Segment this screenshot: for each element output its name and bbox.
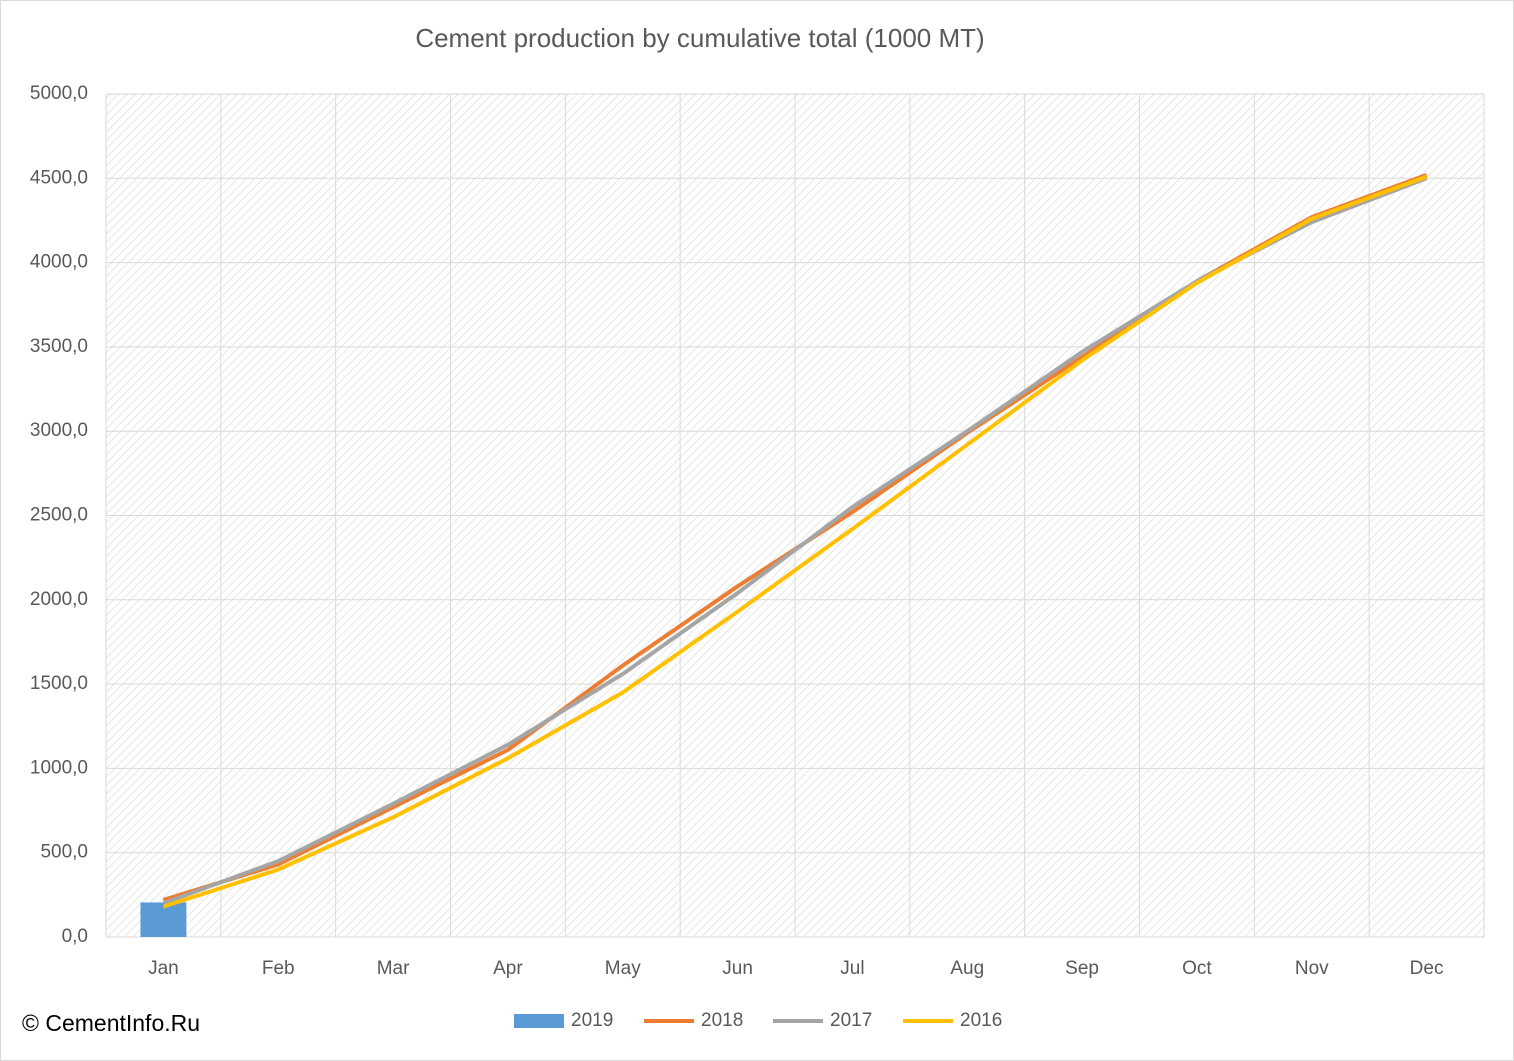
y-tick-label: 0,0 xyxy=(62,926,88,947)
y-tick-label: 2000,0 xyxy=(30,589,88,610)
x-tick-label: Sep xyxy=(1065,958,1099,979)
x-tick-label: Aug xyxy=(950,958,984,979)
y-tick-label: 500,0 xyxy=(40,842,88,863)
chart-title: Cement production by cumulative total (1… xyxy=(415,23,984,53)
legend-label: 2018 xyxy=(701,1010,743,1031)
y-tick-label: 1500,0 xyxy=(30,673,88,694)
line xyxy=(162,174,1428,909)
y-tick-label: 3000,0 xyxy=(30,420,88,441)
x-tick-label: Dec xyxy=(1410,958,1444,979)
legend-label: 2019 xyxy=(571,1010,613,1031)
legend-swatch xyxy=(514,1014,564,1028)
y-tick-label: 4500,0 xyxy=(30,167,88,188)
bar xyxy=(140,902,187,937)
x-tick-label: Nov xyxy=(1295,958,1329,979)
y-tick-label: 1000,0 xyxy=(30,757,88,778)
x-tick-label: May xyxy=(605,958,641,979)
x-tick-label: Jul xyxy=(840,958,864,979)
y-tick-label: 3500,0 xyxy=(30,336,88,357)
source: © CementInfo.Ru xyxy=(22,1010,200,1036)
x-tick-label: Apr xyxy=(493,958,523,979)
y-tick-label: 5000,0 xyxy=(30,83,88,104)
legend-label: 2016 xyxy=(960,1010,1002,1031)
x-tick-label: Jan xyxy=(148,958,179,979)
y-tick-label: 4000,0 xyxy=(30,252,88,273)
legend-label: 2017 xyxy=(830,1010,872,1031)
x-tick-label: Mar xyxy=(377,958,410,979)
x-tick-label: Oct xyxy=(1182,958,1212,979)
x-tick-label: Feb xyxy=(262,958,295,979)
y-tick-label: 2500,0 xyxy=(30,505,88,526)
x-tick-label: Jun xyxy=(722,958,753,979)
